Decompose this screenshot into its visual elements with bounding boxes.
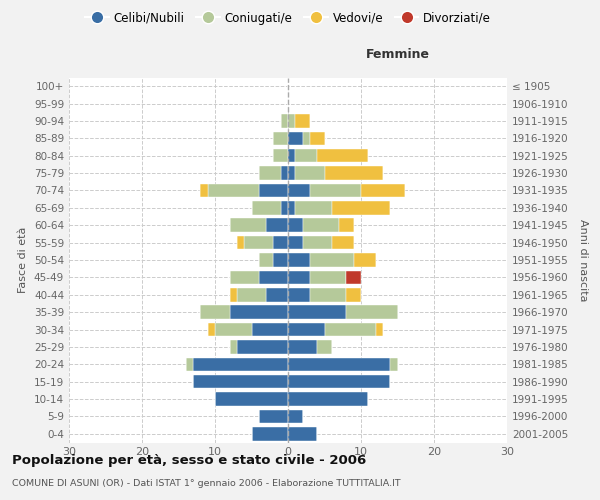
Bar (310, 184, 361, 198)
Legend: Celibi/Nubili, Coniugati/e, Vedovi/e, Divorziati/e: Celibi/Nubili, Coniugati/e, Vedovi/e, Di… (80, 7, 496, 30)
Bar (302, 236, 332, 250)
Bar (390, 358, 398, 371)
Bar (230, 340, 237, 353)
Bar (317, 149, 368, 162)
Bar (200, 306, 230, 319)
Bar (295, 201, 332, 214)
Bar (288, 358, 390, 371)
Bar (317, 340, 332, 353)
Bar (302, 218, 339, 232)
Bar (259, 270, 288, 284)
Bar (244, 236, 274, 250)
Bar (346, 288, 361, 302)
Bar (339, 218, 354, 232)
Bar (288, 253, 310, 267)
Bar (237, 340, 288, 353)
Bar (332, 236, 354, 250)
Bar (259, 410, 288, 423)
Bar (288, 149, 295, 162)
Bar (215, 392, 288, 406)
Bar (295, 149, 317, 162)
Bar (230, 270, 259, 284)
Bar (259, 166, 281, 180)
Bar (251, 427, 288, 440)
Bar (310, 270, 346, 284)
Bar (332, 201, 390, 214)
Bar (251, 201, 281, 214)
Bar (237, 288, 266, 302)
Text: Popolazione per età, sesso e stato civile - 2006: Popolazione per età, sesso e stato civil… (12, 454, 366, 467)
Bar (274, 132, 288, 145)
Bar (295, 166, 325, 180)
Bar (230, 218, 266, 232)
Bar (310, 288, 346, 302)
Bar (288, 306, 346, 319)
Bar (325, 166, 383, 180)
Bar (200, 184, 208, 198)
Text: COMUNE DI ASUNI (OR) - Dati ISTAT 1° gennaio 2006 - Elaborazione TUTTITALIA.IT: COMUNE DI ASUNI (OR) - Dati ISTAT 1° gen… (12, 479, 401, 488)
Bar (288, 184, 310, 198)
Bar (288, 201, 295, 214)
Bar (186, 358, 193, 371)
Bar (288, 322, 325, 336)
Bar (288, 114, 295, 128)
Bar (288, 288, 310, 302)
Text: Femmine: Femmine (365, 48, 430, 61)
Bar (251, 322, 288, 336)
Bar (346, 270, 361, 284)
Bar (310, 253, 354, 267)
Bar (288, 236, 302, 250)
Bar (259, 253, 274, 267)
Bar (354, 253, 376, 267)
Bar (325, 322, 376, 336)
Bar (215, 322, 251, 336)
Bar (281, 114, 288, 128)
Bar (288, 340, 317, 353)
Bar (230, 288, 237, 302)
Bar (230, 306, 288, 319)
Bar (288, 218, 302, 232)
Bar (274, 236, 288, 250)
Bar (288, 427, 317, 440)
Bar (281, 166, 288, 180)
Bar (259, 184, 288, 198)
Bar (361, 184, 405, 198)
Bar (310, 132, 325, 145)
Bar (288, 166, 295, 180)
Bar (266, 218, 288, 232)
Bar (193, 375, 288, 388)
Bar (193, 358, 288, 371)
Bar (376, 322, 383, 336)
Bar (274, 149, 288, 162)
Y-axis label: Anni di nascita: Anni di nascita (578, 219, 588, 301)
Bar (288, 375, 390, 388)
Bar (274, 253, 288, 267)
Bar (302, 132, 310, 145)
Bar (288, 392, 368, 406)
Y-axis label: Fasce di età: Fasce di età (19, 227, 28, 293)
Bar (288, 132, 302, 145)
Bar (266, 288, 288, 302)
Bar (288, 270, 310, 284)
Bar (346, 306, 398, 319)
Bar (295, 114, 310, 128)
Bar (237, 236, 244, 250)
Bar (288, 410, 302, 423)
Bar (281, 201, 288, 214)
Bar (208, 322, 215, 336)
Bar (208, 184, 259, 198)
